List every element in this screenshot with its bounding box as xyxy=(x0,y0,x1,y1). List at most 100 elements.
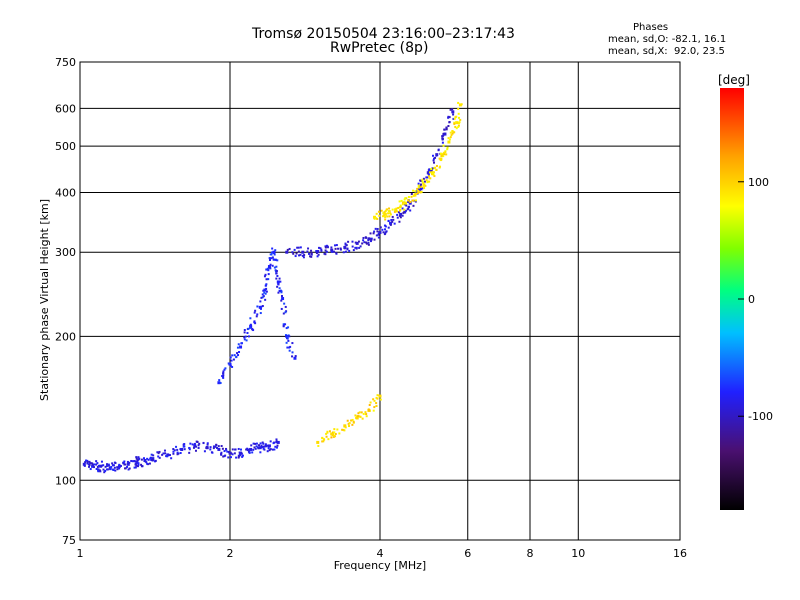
scatter-echo xyxy=(228,362,231,365)
scatter-echo xyxy=(265,290,268,293)
scatter-echo xyxy=(399,208,402,211)
scatter-echo xyxy=(206,443,209,446)
scatter-echo xyxy=(326,431,329,434)
data-point xyxy=(258,446,262,450)
scatter-echo xyxy=(392,218,395,221)
scatter-echo xyxy=(157,452,160,455)
scatter-echo xyxy=(334,247,337,250)
scatter-echo xyxy=(106,463,109,466)
scatter-echo xyxy=(229,456,232,459)
scatter-echo xyxy=(414,199,417,202)
scatter-echo xyxy=(297,250,300,253)
scatter-echo xyxy=(422,177,425,180)
scatter-echo xyxy=(357,412,360,415)
scatter-echo xyxy=(176,453,179,456)
scatter-echo xyxy=(266,450,269,453)
scatter-echo xyxy=(344,242,347,245)
scatter-echo xyxy=(157,455,160,458)
scatter-echo xyxy=(249,323,252,326)
scatter-echo xyxy=(331,431,334,434)
scatter-echo xyxy=(202,441,205,444)
scatter-echo xyxy=(238,455,241,458)
scatter-echo xyxy=(223,450,226,453)
scatter-echo xyxy=(114,462,117,465)
data-point xyxy=(239,345,243,349)
scatter-echo xyxy=(255,445,258,448)
scatter-echo xyxy=(271,247,274,250)
scatter-echo xyxy=(357,240,360,243)
scatter-echo xyxy=(396,216,399,219)
scatter-echo xyxy=(444,151,447,154)
scatter-echo xyxy=(381,215,384,218)
scatter-echo xyxy=(265,283,268,286)
scatter-echo xyxy=(416,187,419,190)
scatter-echo xyxy=(298,254,301,257)
scatter-echo xyxy=(285,341,288,344)
scatter-echo xyxy=(398,200,401,203)
scatter-echo xyxy=(274,258,277,261)
data-point xyxy=(193,444,197,448)
x-tick-label: 10 xyxy=(571,547,585,560)
scatter-echo xyxy=(257,444,260,447)
scatter-echo xyxy=(149,456,152,459)
scatter-echo xyxy=(403,208,406,211)
scatter-echo xyxy=(389,213,392,216)
data-point xyxy=(249,447,253,451)
scatter-echo xyxy=(419,191,422,194)
phase-stats-x-mode: mean, sd,X: 92.0, 23.5 xyxy=(608,46,725,57)
scatter-echo xyxy=(135,456,138,459)
scatter-echo xyxy=(231,448,234,451)
scatter-echo xyxy=(85,459,88,462)
scatter-echo xyxy=(347,240,350,243)
scatter-echo xyxy=(348,249,351,252)
scatter-echo xyxy=(229,364,232,367)
scatter-echo xyxy=(265,268,268,271)
scatter-echo xyxy=(288,335,291,338)
scatter-echo xyxy=(422,187,425,190)
scatter-echo xyxy=(432,159,435,162)
scatter-echo xyxy=(243,338,246,341)
scatter-echo xyxy=(280,307,283,310)
scatter-echo xyxy=(372,232,375,235)
scatter-echo xyxy=(283,302,286,305)
scatter-echo xyxy=(124,467,127,470)
scatter-echo xyxy=(453,121,456,124)
scatter-echo xyxy=(427,173,430,176)
scatter-echo xyxy=(225,448,228,451)
scatter-echo xyxy=(97,464,100,467)
scatter-echo xyxy=(407,205,410,208)
scatter-echo xyxy=(232,358,235,361)
scatter-echo xyxy=(358,411,361,414)
scatter-echo xyxy=(455,115,458,118)
scatter-echo xyxy=(437,149,440,152)
scatter-echo xyxy=(409,200,412,203)
scatter-echo xyxy=(140,463,143,466)
scatter-echo xyxy=(236,346,239,349)
scatter-echo xyxy=(273,448,276,451)
scatter-echo xyxy=(228,452,231,455)
scatter-echo xyxy=(386,215,389,218)
scatter-echo xyxy=(382,231,385,234)
scatter-echo xyxy=(241,342,244,345)
scatter-echo xyxy=(379,226,382,229)
y-tick-label: 75 xyxy=(62,534,76,547)
scatter-echo xyxy=(138,457,141,460)
scatter-echo xyxy=(95,460,98,463)
scatter-echo xyxy=(452,117,455,120)
scatter-echo xyxy=(457,125,460,128)
scatter-echo xyxy=(175,445,178,448)
y-tick-label: 400 xyxy=(55,186,76,199)
x-axis-label: Frequency [MHz] xyxy=(334,559,426,572)
scatter-echo xyxy=(333,434,336,437)
scatter-echo xyxy=(365,413,368,416)
scatter-echo xyxy=(216,446,219,449)
scatter-echo xyxy=(299,246,302,249)
scatter-echo xyxy=(342,251,345,254)
scatter-echo xyxy=(96,462,99,465)
scatter-echo xyxy=(275,446,278,449)
scatter-echo xyxy=(432,173,435,176)
scatter-echo xyxy=(164,452,167,455)
scatter-echo xyxy=(420,185,423,188)
scatter-echo xyxy=(238,351,241,354)
